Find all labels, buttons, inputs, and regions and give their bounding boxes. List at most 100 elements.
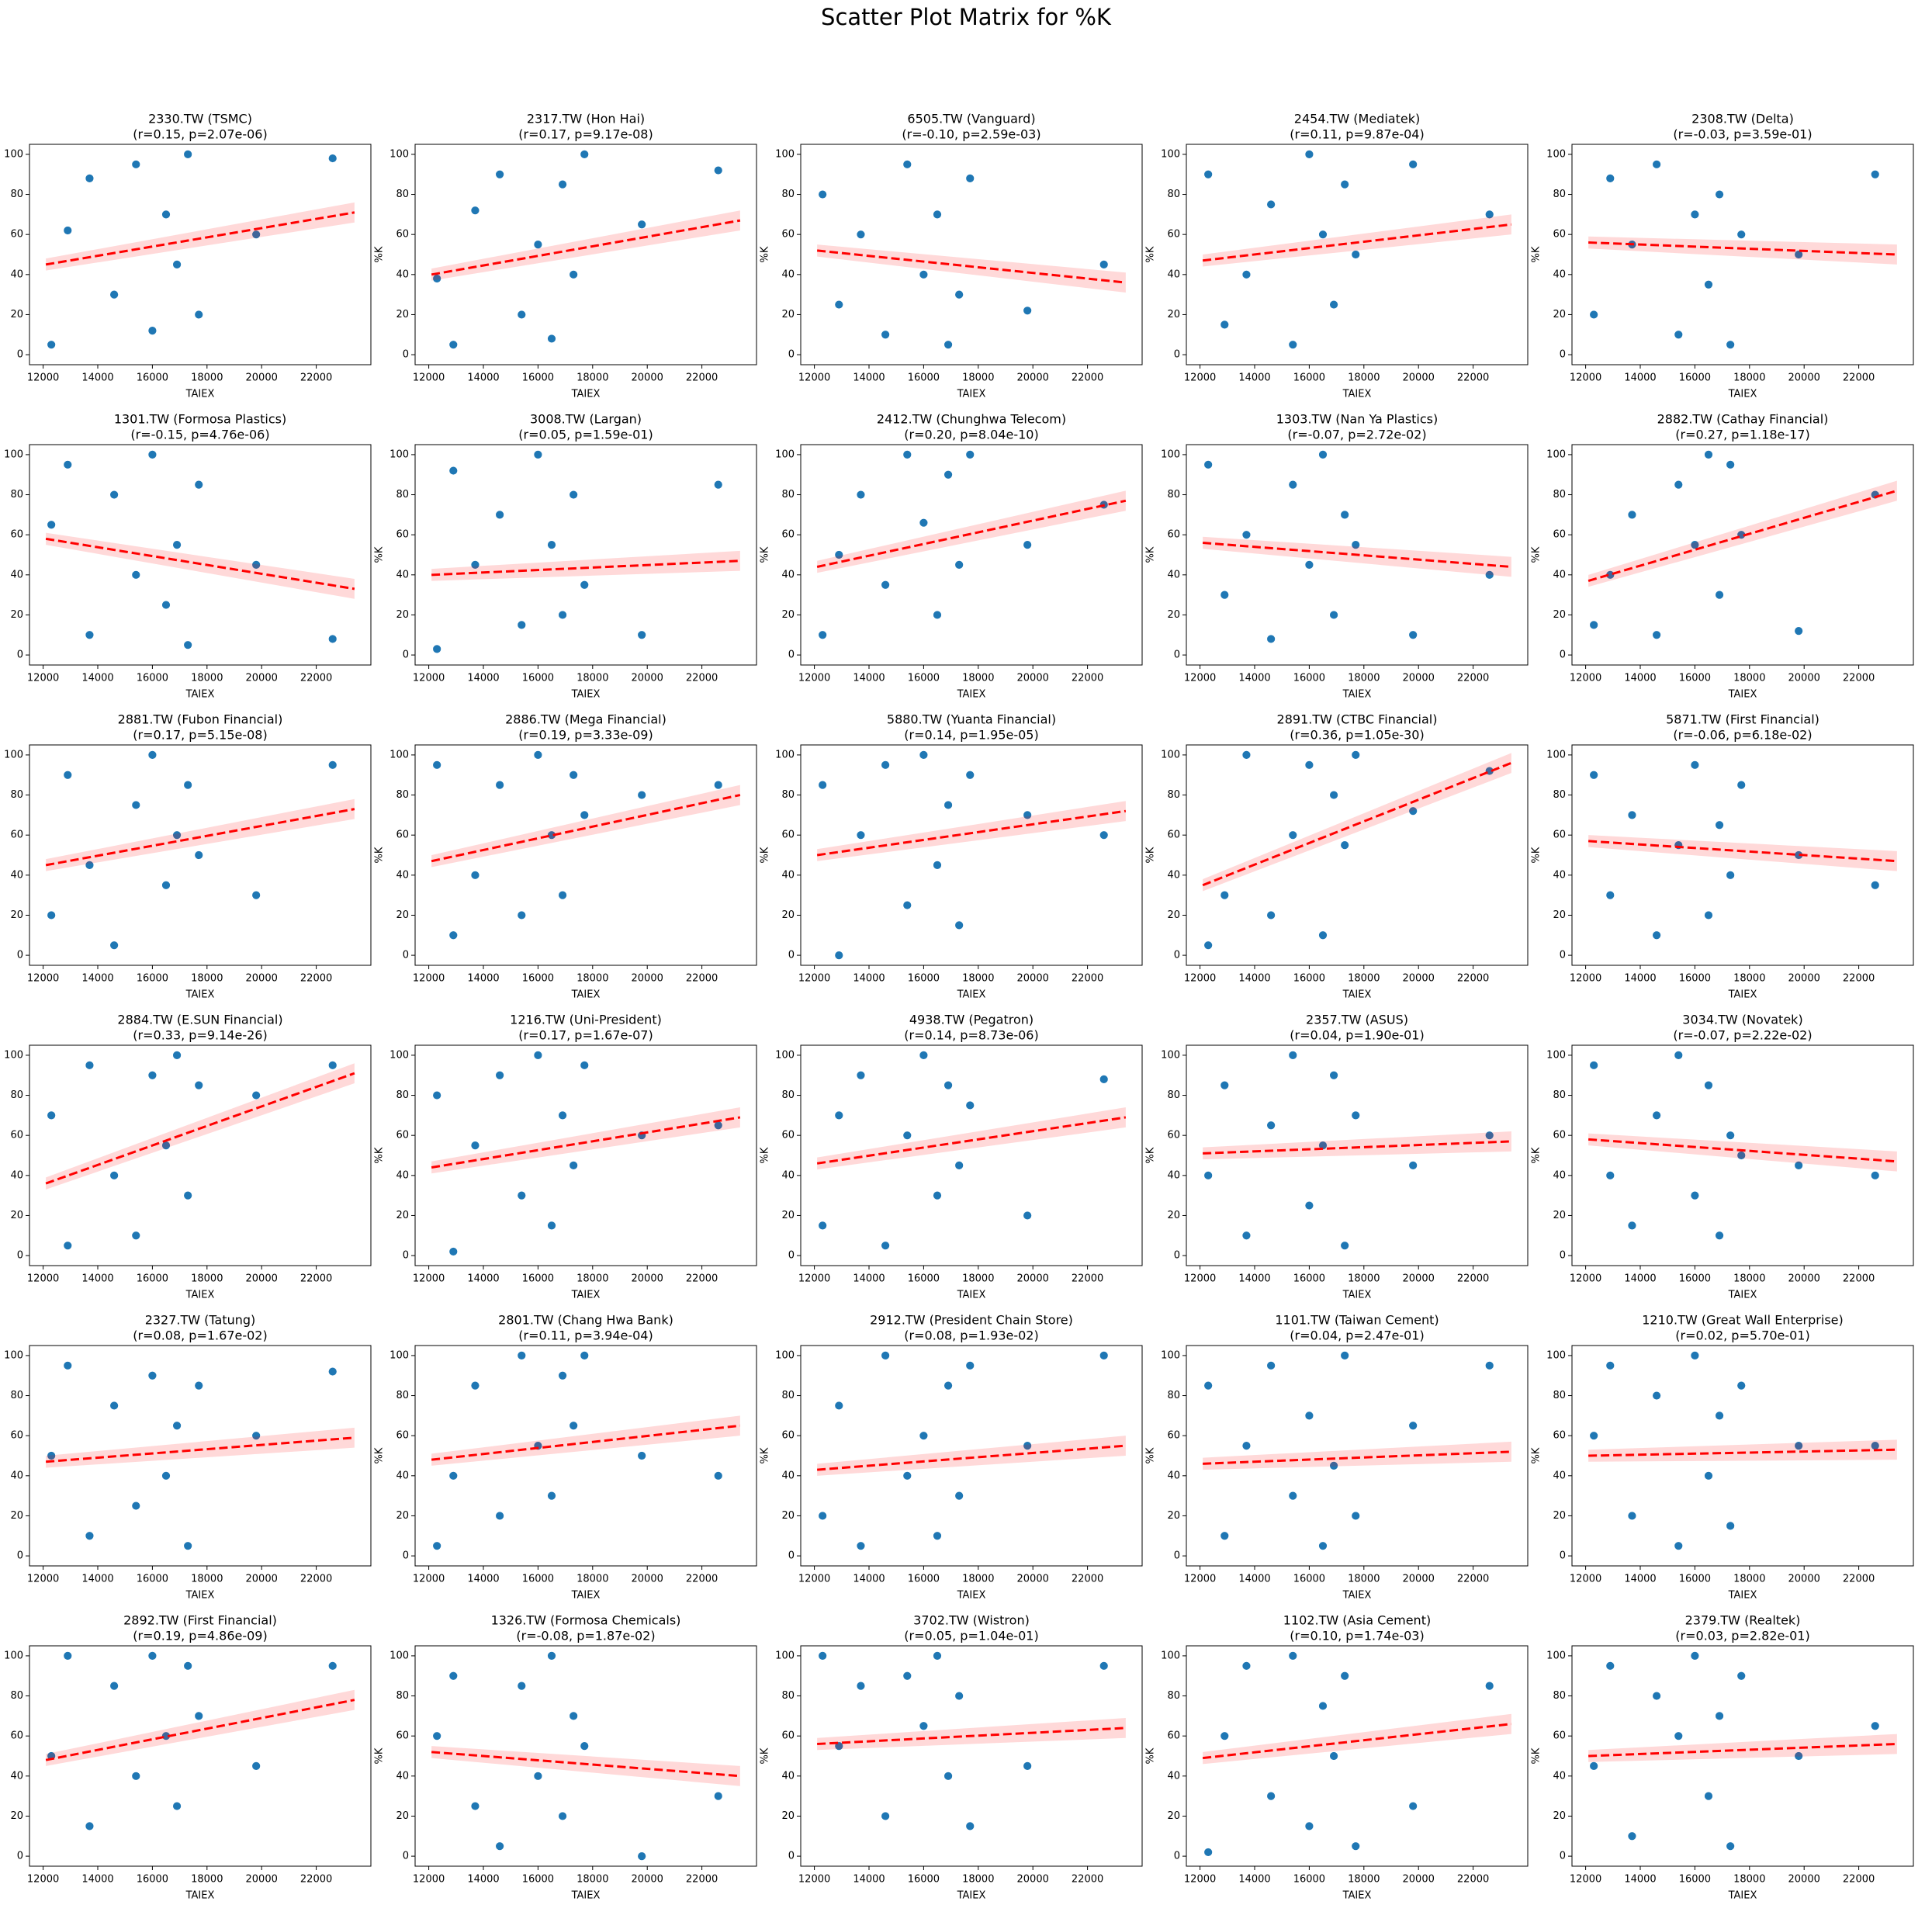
point: [1329, 300, 1338, 310]
point: [902, 1131, 912, 1141]
x-tick-label: 14000: [81, 1574, 113, 1585]
point: [1690, 540, 1700, 549]
x-tick-label: 18000: [1348, 1574, 1380, 1585]
x-tick-label: 12000: [413, 1574, 445, 1585]
y-tick-label: 40: [396, 1470, 409, 1481]
x-axis-label: TAIEX: [185, 1290, 215, 1301]
x-tick-label: 16000: [137, 973, 168, 985]
regression-line: [431, 1751, 740, 1778]
point: [943, 1771, 953, 1781]
point: [1023, 306, 1033, 316]
point: [943, 340, 953, 350]
x-tick-label: 18000: [1348, 673, 1380, 684]
point: [933, 1531, 942, 1541]
point: [881, 1351, 891, 1360]
y-tick-label: 0: [1174, 349, 1180, 361]
x-tick-label: 22000: [1457, 1874, 1489, 1886]
x-tick-label: 12000: [1570, 1273, 1601, 1285]
y-tick-label: 60: [10, 830, 23, 841]
subplot-subtitle: (r=0.19, p=3.33e-09): [518, 728, 653, 743]
x-tick-label: 16000: [522, 973, 554, 985]
axes-frame: [29, 744, 372, 966]
axes-frame: [1186, 744, 1529, 966]
point: [1304, 1200, 1314, 1211]
point: [161, 210, 171, 220]
y-tick-label: 100: [775, 1650, 795, 1661]
point: [85, 630, 95, 640]
regression-line: [431, 794, 741, 863]
subplot-title: 2379.TW (Realtek): [1685, 1613, 1801, 1628]
point: [818, 780, 828, 790]
point: [1304, 1411, 1314, 1421]
y-tick-label: 100: [775, 1349, 795, 1361]
y-tick-label: 100: [4, 1349, 23, 1361]
point: [448, 340, 459, 350]
point: [1288, 1651, 1298, 1661]
point: [47, 340, 57, 350]
y-tick-label: 20: [1167, 1810, 1180, 1822]
point: [172, 1421, 182, 1431]
point: [85, 861, 95, 870]
x-tick-label: 14000: [467, 973, 499, 985]
point: [194, 310, 204, 320]
y-tick-label: 20: [1553, 1510, 1566, 1522]
y-tick-label: 60: [1167, 1730, 1180, 1742]
x-axis-label: TAIEX: [185, 389, 215, 400]
y-tick-label: 80: [1553, 789, 1566, 801]
y-tick-label: 100: [390, 148, 409, 160]
point: [919, 1431, 929, 1441]
y-tick-label: 20: [781, 909, 795, 921]
point: [1674, 480, 1684, 490]
y-axis-label: %K: [1531, 1447, 1542, 1463]
point: [558, 1811, 567, 1821]
y-tick-label: 80: [781, 1390, 795, 1401]
x-tick-label: 14000: [467, 673, 499, 684]
x-tick-label: 20000: [1403, 973, 1435, 985]
x-tick-label: 20000: [1788, 372, 1820, 384]
confidence-band: [46, 1427, 355, 1468]
subplot: 4938.TW (Pegatron)(r=0.14, p=8.73e-06) 12…: [760, 1013, 1143, 1301]
subplot-title: 6505.TW (Vanguard): [907, 112, 1035, 126]
subplot-subtitle: (r=-0.03, p=3.59e-01): [1673, 127, 1812, 142]
x-tick-label: 16000: [137, 1273, 168, 1285]
y-tick-label: 80: [1167, 489, 1180, 500]
y-tick-label: 80: [781, 489, 795, 500]
x-axis-label: TAIEX: [571, 689, 601, 701]
subplot-subtitle: (r=-0.08, p=1.87e-02): [516, 1629, 655, 1643]
y-tick-label: 0: [403, 349, 409, 361]
x-axis-label: TAIEX: [1342, 689, 1372, 701]
point: [448, 1247, 459, 1256]
point: [954, 920, 964, 930]
x-axis-label: TAIEX: [1342, 1290, 1372, 1301]
point: [713, 780, 723, 790]
point: [1589, 310, 1599, 320]
x-tick-label: 18000: [576, 673, 608, 684]
point: [161, 1470, 171, 1481]
y-tick-label: 60: [1553, 830, 1566, 841]
point: [1674, 1731, 1684, 1741]
x-tick-label: 16000: [908, 1874, 940, 1886]
axes-frame: [414, 144, 757, 365]
axes-frame: [800, 1345, 1143, 1567]
regression-line: [1588, 1743, 1897, 1758]
x-tick-label: 16000: [908, 1574, 940, 1585]
x-tick-label: 12000: [1570, 973, 1601, 985]
subplot-title: 4938.TW (Pegatron): [909, 1013, 1034, 1027]
x-tick-label: 16000: [522, 1574, 554, 1585]
y-tick-label: 60: [1167, 1130, 1180, 1141]
point: [194, 850, 204, 860]
point: [470, 1380, 480, 1391]
point: [194, 1080, 204, 1090]
point: [637, 1451, 647, 1460]
point: [131, 800, 141, 810]
x-tick-label: 14000: [1624, 673, 1656, 684]
point: [965, 173, 975, 183]
point: [569, 1421, 579, 1431]
point: [1266, 1791, 1276, 1801]
y-tick-label: 100: [1546, 1650, 1566, 1661]
x-tick-label: 14000: [1238, 1273, 1270, 1285]
x-axis-label: TAIEX: [571, 1890, 601, 1902]
x-tick-label: 12000: [27, 1874, 59, 1886]
axes-frame: [414, 1044, 757, 1266]
